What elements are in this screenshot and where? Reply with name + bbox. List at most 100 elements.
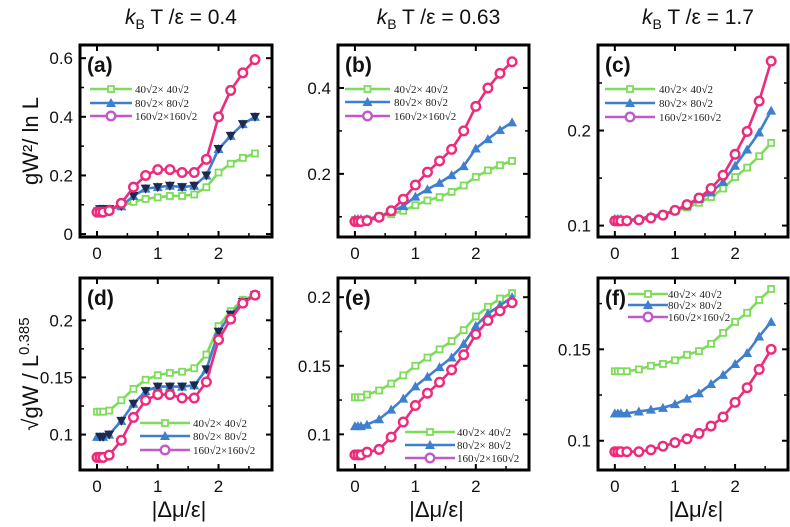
data-point xyxy=(470,143,481,153)
y-tick-label: 0.4 xyxy=(49,108,73,127)
data-point xyxy=(765,55,777,67)
data-point xyxy=(707,339,715,348)
data-point xyxy=(152,389,164,401)
data-point xyxy=(374,414,385,424)
data-point xyxy=(238,153,247,162)
legend-label: 80√2× 80√2 xyxy=(135,98,189,110)
data-point xyxy=(214,168,223,177)
data-point xyxy=(470,321,481,330)
series-3 xyxy=(91,54,261,218)
data-point xyxy=(434,362,445,372)
x-tick-label: 2 xyxy=(214,477,223,496)
data-point xyxy=(421,166,433,178)
data-point xyxy=(357,393,365,402)
data-point xyxy=(249,289,261,301)
data-point xyxy=(470,100,482,112)
data-point xyxy=(225,313,237,325)
data-point xyxy=(753,95,765,107)
data-point xyxy=(621,408,632,418)
data-point xyxy=(693,192,705,204)
data-point xyxy=(669,399,680,409)
y-tick-label: 0.4 xyxy=(307,79,331,98)
ylabel-sup: 0.385 xyxy=(16,317,33,355)
data-point xyxy=(657,209,669,221)
data-point xyxy=(447,337,456,345)
legend-marker xyxy=(363,85,372,93)
data-point-overlay xyxy=(140,387,151,397)
panel-f: 0 1 20.10.15(f) 40√2× 40√280√2× 80√2160√2×1… xyxy=(558,276,790,496)
data-point xyxy=(434,177,445,187)
data-point xyxy=(482,134,493,144)
data-point xyxy=(251,149,259,158)
data-point xyxy=(754,127,765,137)
data-point-overlay xyxy=(213,327,224,337)
legend-label: 80√2× 80√2 xyxy=(668,300,722,312)
y-tick-label: 0.2 xyxy=(307,288,331,307)
data-point xyxy=(718,369,729,379)
data-point xyxy=(202,183,211,192)
legend-marker xyxy=(160,431,170,440)
data-point xyxy=(176,392,188,404)
data-point xyxy=(361,215,373,227)
data-point xyxy=(446,170,457,180)
data-point xyxy=(237,297,249,309)
x-tick-label: 0 xyxy=(610,244,619,263)
data-point xyxy=(410,191,421,201)
legend-label: 80√2× 80√2 xyxy=(394,97,448,109)
data-point xyxy=(99,407,107,416)
y-tick-label: 0.15 xyxy=(558,340,591,359)
data-point xyxy=(741,382,753,394)
data-point-overlay xyxy=(249,112,260,122)
plot-frame xyxy=(78,276,274,472)
data-point xyxy=(362,419,373,429)
data-point xyxy=(494,305,506,317)
data-point xyxy=(506,297,518,309)
data-point-overlay xyxy=(164,382,175,392)
data-point xyxy=(447,187,456,196)
x-tick-label: 2 xyxy=(471,244,480,263)
legend-marker xyxy=(107,85,115,93)
title-rest: T /ε = 1.7 xyxy=(662,6,754,29)
series-3 xyxy=(91,289,261,463)
series-2 xyxy=(92,111,260,215)
data-point xyxy=(434,155,446,167)
panel-label: (f) xyxy=(605,287,626,310)
data-point xyxy=(409,179,421,191)
data-point xyxy=(386,404,397,414)
x-tick-label: 1 xyxy=(670,244,679,263)
data-point xyxy=(423,353,432,362)
data-point xyxy=(669,437,681,449)
data-point xyxy=(410,381,421,391)
x-axis-label: |Δμ/ε| xyxy=(669,497,724,522)
data-point xyxy=(695,347,703,356)
legend-label: 40√2× 40√2 xyxy=(193,418,247,430)
series-2 xyxy=(349,117,518,223)
data-point-overlay xyxy=(140,184,151,194)
legend-label: 40√2× 40√2 xyxy=(394,84,448,96)
series-1 xyxy=(351,289,516,402)
data-point-overlay xyxy=(201,171,212,181)
data-point xyxy=(422,371,433,381)
legend-label: 40√2× 40√2 xyxy=(457,427,511,439)
data-point xyxy=(202,350,211,359)
series-3 xyxy=(349,56,518,228)
data-point xyxy=(482,315,494,327)
data-point xyxy=(385,431,397,443)
data-point xyxy=(103,205,115,217)
data-point xyxy=(766,105,777,115)
data-point xyxy=(743,163,752,172)
data-point xyxy=(446,364,458,376)
series-3 xyxy=(609,343,777,458)
y-axis-label-bottom: √gW / L0.385 xyxy=(16,317,43,430)
data-point xyxy=(164,164,176,176)
data-point-overlay xyxy=(128,399,139,409)
series-1 xyxy=(610,285,776,376)
data-point xyxy=(693,427,705,439)
data-point xyxy=(741,125,753,137)
data-point xyxy=(409,400,421,412)
legend-label: 160√2×160√2 xyxy=(394,111,456,123)
data-point xyxy=(435,345,444,354)
data-point xyxy=(755,152,764,161)
